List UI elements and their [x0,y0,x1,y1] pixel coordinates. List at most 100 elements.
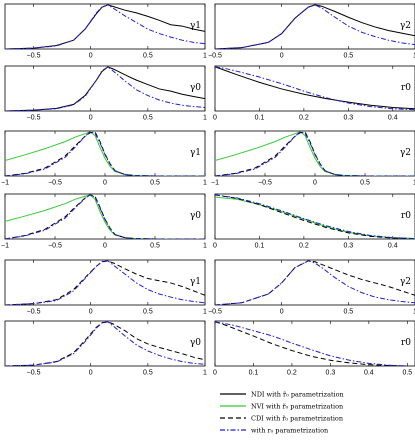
series-line-r0p [215,194,415,239]
panel-parameter-label: γ1 [190,21,201,31]
panel-p10: −0.5 0 0.5 1 γ2 [208,259,415,316]
x-tick-label: 0 [89,370,93,377]
x-tick-label: 0.1 [255,115,265,122]
series-line-cdi [215,194,415,239]
x-tick-label: 0.3 [326,370,336,377]
series-line-cdi [5,194,205,239]
x-tick-label: 0.5 [150,180,160,187]
x-tick-label: 0.2 [287,370,297,377]
panel-p3: −0.5 0 0.5 1 γ0 [4,65,207,122]
x-tick-label: 0.1 [249,370,259,377]
x-tick-label: 1 [413,53,415,60]
series-line-r0p [215,66,415,111]
series-line-ndi [5,66,205,111]
series-line-cdi [215,260,415,305]
x-tick-label: −0.5 [27,115,41,122]
series-line-ndi [5,4,205,49]
panel-frame [4,259,206,306]
panel-frame [4,3,206,50]
series-line-cdi [5,260,205,305]
x-tick-label: 0 [213,243,217,250]
x-tick-label: 0 [213,370,217,377]
x-tick-label: −0.5 [208,53,222,60]
series-line-r0p [5,321,205,366]
x-tick-label: −0.5 [27,309,41,316]
panel-p11: −0.5 0 0.5 1 γ0 [4,320,207,377]
x-tick-label: 0 [89,53,93,60]
panel-frame [214,65,415,112]
panel-p12: 0 0.1 0.2 0.3 0.4 0.5 r0 [213,320,415,377]
x-tick-label: −0.5 [258,180,272,187]
series-line-cdi [5,131,205,176]
panel-parameter-label: r0 [401,83,411,93]
series-line-r0p [5,260,205,305]
x-tick-label: 1 [203,115,207,122]
panel-parameter-label: γ1 [190,277,201,287]
panel-parameter-label: γ0 [190,83,201,93]
x-tick-label: 0 [103,243,107,250]
panel-p6: −1 −0.5 0 0.5 1 γ2 [211,130,415,187]
x-tick-label: 0.5 [343,53,353,60]
panel-p9: −0.5 0 0.5 1 γ1 [4,259,207,316]
x-tick-label: 0.5 [143,370,153,377]
panel-frame [4,65,206,112]
panel-parameter-label: γ1 [190,148,201,158]
panel-p2: −0.5 0 0.5 1 γ2 [208,3,415,60]
x-tick-label: 0.5 [360,180,370,187]
x-tick-label: −0.5 [27,53,41,60]
x-tick-label: 1 [203,370,207,377]
x-tick-label: −1 [1,180,9,187]
panel-frame [4,193,206,240]
legend-label-nvi: NVI with r̃₀ parametrization [251,401,343,410]
legend-label-cdi: CDI with r̃₀ parametrization [251,413,343,422]
panel-parameter-label: γ0 [190,211,201,221]
x-tick-label: 1 [203,180,207,187]
series-line-r0p [5,66,205,111]
panel-frame [214,320,415,367]
panel-parameter-label: γ2 [400,277,411,287]
x-tick-label: 0.5 [402,370,412,377]
x-tick-label: 0.5 [143,53,153,60]
x-tick-label: 0.3 [343,243,353,250]
x-tick-label: −0.5 [48,243,62,250]
legend: NDI with r̃₀ parametrization NVI with r̃₀… [214,385,410,440]
series-line-cdi [215,131,415,176]
panel-p1: −0.5 0 0.5 1 γ1 [4,3,207,60]
legend-label-ndi: NDI with r̃₀ parametrization [251,389,344,398]
panel-p4: 0 0.1 0.2 0.3 0.4 r0 [213,65,415,122]
x-tick-label: 0.5 [150,243,160,250]
series-line-r0p [5,4,205,49]
panel-frame [4,130,206,177]
x-tick-label: 0.5 [343,309,353,316]
panel-p5: −1 −0.5 0 0.5 1 γ1 [1,130,207,187]
series-line-r0p [215,131,415,176]
series-line-cdi [5,321,205,366]
series-line-ndi [215,4,415,49]
x-tick-label: 1 [413,309,415,316]
x-tick-label: −1 [1,243,9,250]
x-tick-label: 0.1 [255,243,265,250]
x-tick-label: 0.2 [299,115,309,122]
panel-frame [4,320,206,367]
x-tick-label: −1 [211,180,219,187]
legend-label-r0p: with r₀ parametrization [251,426,328,434]
x-tick-label: 1 [203,243,207,250]
panel-parameter-label: γ0 [190,338,201,348]
panel-p7: −1 −0.5 0 0.5 1 γ0 [1,193,207,250]
x-tick-label: 1 [203,309,207,316]
x-tick-label: 1 [413,180,415,187]
series-line-r0p [5,194,205,239]
panel-frame [214,3,415,50]
x-tick-label: 0 [280,53,284,60]
x-tick-label: 0 [280,309,284,316]
panel-frame [214,130,415,177]
panel-parameter-label: r0 [401,338,411,348]
x-tick-label: −0.5 [48,180,62,187]
x-tick-label: 0.2 [299,243,309,250]
x-tick-label: 0.5 [143,115,153,122]
x-tick-label: 0.5 [143,309,153,316]
x-tick-label: 0 [313,180,317,187]
series-line-r0p [215,321,408,366]
panel-parameter-label: γ2 [400,21,411,31]
